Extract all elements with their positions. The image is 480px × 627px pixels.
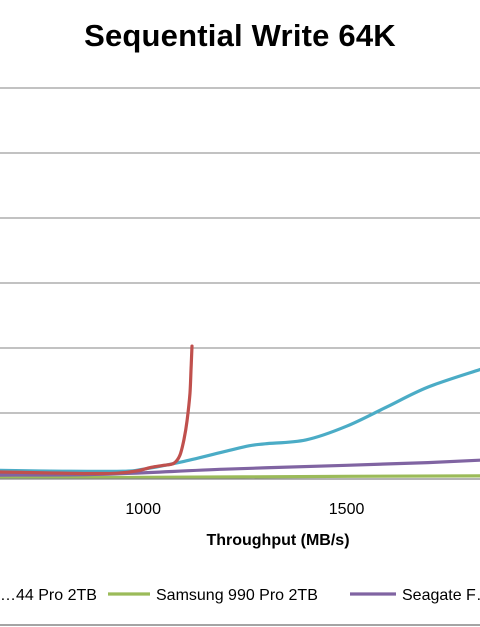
series-line-1 [0,474,480,480]
series-lines [0,344,480,480]
legend-label-0: …44 Pro 2TB [0,587,97,604]
x-tick-labels: 1000 1500 [125,501,364,518]
x-axis-title: Throughput (MB/s) [206,532,349,549]
gridlines [0,87,480,414]
x-tick-label-0: 1000 [125,501,161,518]
legend-label-1: Samsung 990 Pro 2TB [156,587,318,604]
x-tick-label-1: 1500 [329,501,365,518]
legend-label-2: Seagate F… [402,587,480,604]
chart-title: Sequential Write 64K [84,18,396,53]
series-line-0 [0,344,194,476]
legend: …44 Pro 2TB Samsung 990 Pro 2TB Seagate F… [0,587,480,604]
series-line-3 [0,367,480,473]
